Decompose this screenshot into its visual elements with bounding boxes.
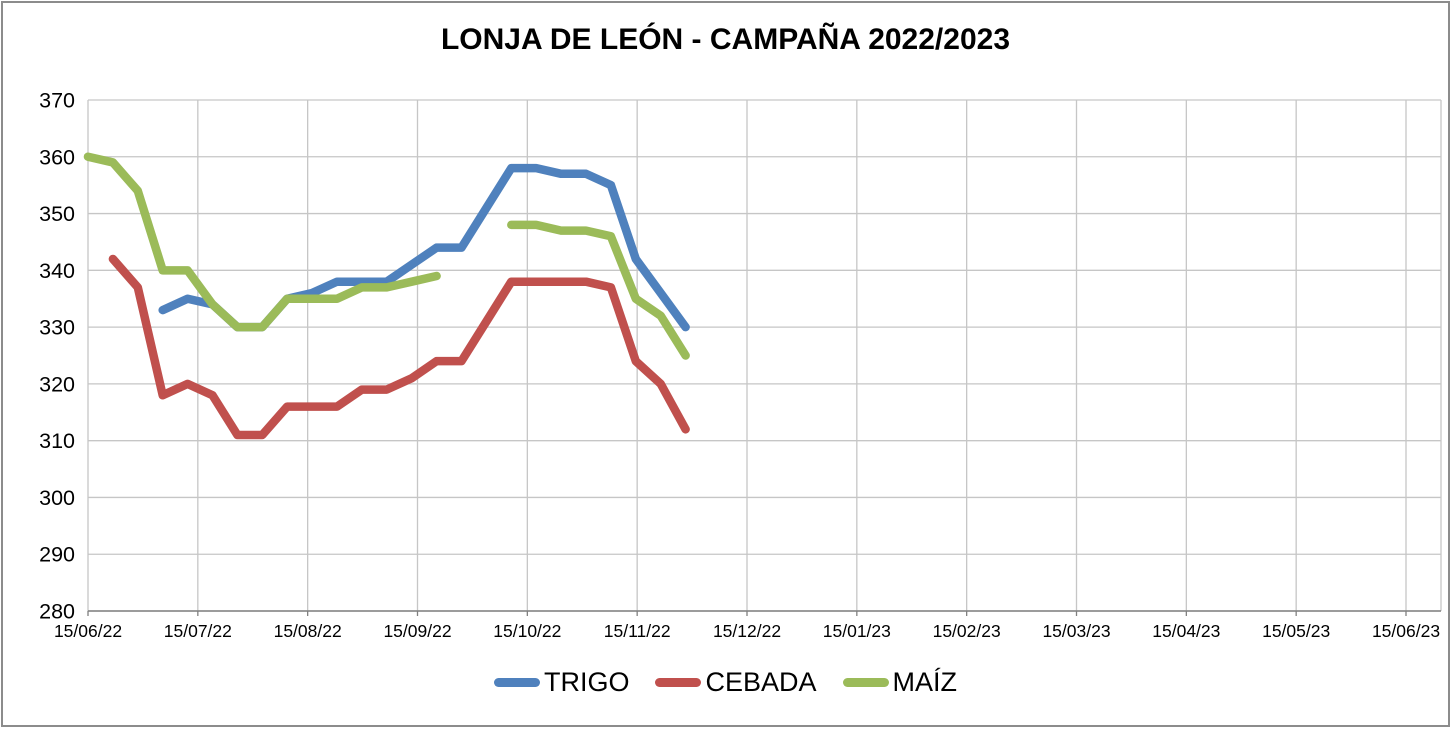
y-tick-label: 350 (39, 202, 75, 226)
x-tick-label: 15/10/22 (493, 621, 561, 641)
series-line-trigo (158, 163, 690, 332)
legend-swatch (842, 678, 889, 687)
y-tick-label: 370 (39, 89, 75, 113)
series-line-cebada (108, 254, 690, 440)
x-tick-label: 15/06/22 (54, 621, 122, 641)
x-tick-label: 15/01/23 (823, 621, 891, 641)
y-tick-label: 300 (39, 486, 75, 510)
x-tick-label: 15/04/23 (1152, 621, 1220, 641)
x-tick-label: 15/12/22 (713, 621, 781, 641)
y-tick-label: 320 (39, 372, 75, 396)
legend-label: TRIGO (543, 667, 630, 697)
y-tick-label: 330 (39, 316, 75, 340)
legend-item-trigo: TRIGO (493, 667, 630, 697)
y-tick-label: 310 (39, 429, 75, 453)
x-tick-label: 15/08/22 (274, 621, 342, 641)
x-axis-tick-labels: 15/06/22 15/07/22 15/08/22 15/09/22 15/10/22… (54, 621, 1440, 641)
series-line-maiz (83, 152, 690, 360)
legend-label: CEBADA (705, 667, 817, 697)
legend-swatch (493, 678, 540, 687)
legend-swatch (655, 678, 702, 687)
y-tick-label: 340 (39, 259, 75, 283)
legend-label: MAÍZ (892, 667, 958, 697)
y-tick-label: 360 (39, 145, 75, 169)
x-tick-label: 15/05/23 (1262, 621, 1330, 641)
y-tick-label: 280 (39, 600, 75, 624)
y-axis-tick-labels: 370 360 350 340 330 320 310 300 290 280 (39, 89, 75, 624)
x-tick-label: 15/07/22 (164, 621, 232, 641)
grid (87, 99, 1442, 616)
legend-item-cebada: CEBADA (655, 667, 817, 697)
x-tick-label: 15/06/23 (1372, 621, 1440, 641)
y-tick-label: 290 (39, 543, 75, 567)
x-tick-label: 15/09/22 (383, 621, 451, 641)
x-tick-label: 15/03/23 (1042, 621, 1110, 641)
chart-title: LONJA DE LEÓN - CAMPAÑA 2022/2023 (440, 23, 1011, 56)
chart-legend: TRIGO CEBADA MAÍZ (3, 669, 1448, 696)
legend-item-maiz: MAÍZ (842, 667, 958, 697)
x-tick-label: 15/11/22 (604, 621, 671, 641)
x-tick-label: 15/02/23 (933, 621, 1001, 641)
